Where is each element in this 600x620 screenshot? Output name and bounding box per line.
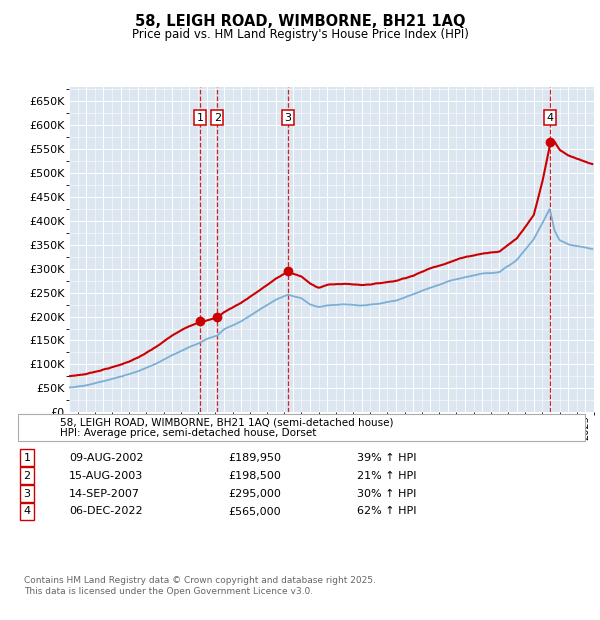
Text: 06-DEC-2022: 06-DEC-2022 [69,507,143,516]
Text: 2: 2 [214,113,221,123]
Text: 21% ↑ HPI: 21% ↑ HPI [357,471,416,480]
Text: 62% ↑ HPI: 62% ↑ HPI [357,507,416,516]
Text: 1: 1 [196,113,203,123]
Text: £565,000: £565,000 [228,507,281,516]
Text: HPI: Average price, semi-detached house, Dorset: HPI: Average price, semi-detached house,… [60,428,316,438]
Text: Price paid vs. HM Land Registry's House Price Index (HPI): Price paid vs. HM Land Registry's House … [131,28,469,40]
Text: 39% ↑ HPI: 39% ↑ HPI [357,453,416,463]
Text: 3: 3 [284,113,291,123]
Text: 4: 4 [546,113,553,123]
Text: £295,000: £295,000 [228,489,281,498]
Text: 58, LEIGH ROAD, WIMBORNE, BH21 1AQ (semi-detached house): 58, LEIGH ROAD, WIMBORNE, BH21 1AQ (semi… [60,418,394,428]
Text: £189,950: £189,950 [228,453,281,463]
Text: 58, LEIGH ROAD, WIMBORNE, BH21 1AQ: 58, LEIGH ROAD, WIMBORNE, BH21 1AQ [135,14,465,29]
Text: Contains HM Land Registry data © Crown copyright and database right 2025.
This d: Contains HM Land Registry data © Crown c… [24,576,376,596]
Text: 15-AUG-2003: 15-AUG-2003 [69,471,143,480]
Text: 30% ↑ HPI: 30% ↑ HPI [357,489,416,498]
Text: 14-SEP-2007: 14-SEP-2007 [69,489,140,498]
Text: 09-AUG-2002: 09-AUG-2002 [69,453,143,463]
Text: 1: 1 [23,453,31,463]
Text: 3: 3 [23,489,31,498]
Text: £198,500: £198,500 [228,471,281,480]
Text: 2: 2 [23,471,31,480]
Text: 4: 4 [23,507,31,516]
